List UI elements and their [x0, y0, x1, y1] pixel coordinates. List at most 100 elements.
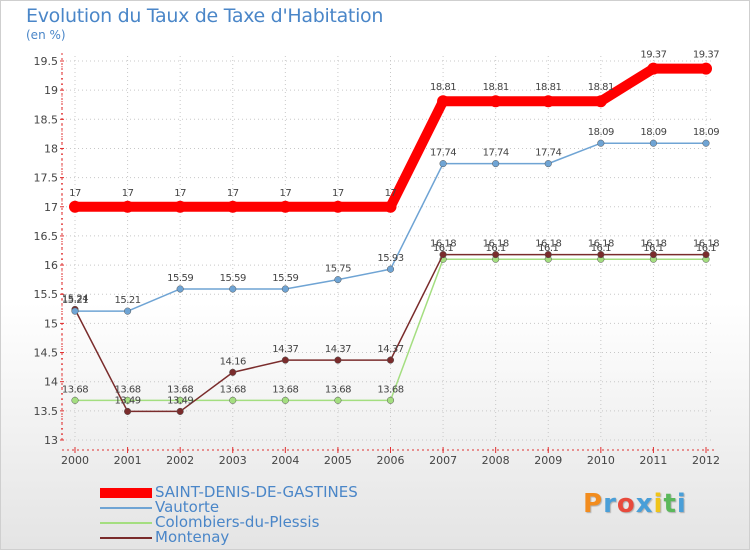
logo-letter: P [583, 489, 604, 519]
data-point [386, 265, 395, 273]
y-tick-label: 14 [44, 376, 58, 389]
data-label: 19.37 [640, 50, 666, 61]
y-tick-label: 19.5 [34, 55, 59, 68]
proxiti-logo: Proxiti [583, 489, 687, 519]
data-point [647, 62, 660, 75]
data-point [386, 356, 395, 364]
data-label: 15.21 [62, 295, 88, 306]
data-label: 17 [122, 188, 134, 199]
data-point [384, 200, 397, 213]
logo-letter: r [603, 489, 617, 519]
data-point [124, 407, 132, 415]
data-label: 16.18 [640, 239, 666, 250]
x-tick-label: 2012 [692, 454, 720, 467]
data-label: 16.18 [588, 239, 614, 250]
data-point [492, 160, 500, 168]
y-tick-label: 13 [44, 434, 58, 447]
data-label: 15.24 [62, 293, 88, 304]
chart-title: Evolution du Taux de Taxe d'Habitation [26, 5, 384, 27]
legend-swatch [100, 522, 152, 524]
data-point [281, 356, 289, 364]
data-label: 16.18 [483, 239, 509, 250]
data-point [69, 200, 81, 213]
data-point [594, 95, 607, 108]
data-label: 17 [279, 188, 291, 199]
data-point [71, 396, 79, 404]
data-point [437, 95, 450, 108]
data-label: 13.68 [220, 384, 246, 395]
data-label: 17 [69, 188, 81, 199]
y-tick-label: 15 [44, 317, 58, 330]
data-label: 13.68 [272, 384, 298, 395]
logo-letter: t [663, 489, 677, 519]
data-point [386, 396, 395, 404]
y-tick-label: 17 [44, 201, 58, 214]
x-tick-label: 2003 [219, 454, 247, 467]
x-tick-label: 2001 [114, 454, 142, 467]
data-point [229, 368, 237, 376]
data-label: 16.18 [693, 239, 719, 250]
data-point [281, 396, 289, 404]
x-tick-label: 2008 [482, 454, 510, 467]
data-label: 17 [332, 188, 344, 199]
data-label: 16.1 [486, 243, 506, 254]
data-label: 13.68 [325, 384, 351, 395]
data-label: 13.68 [167, 384, 193, 395]
data-label: 15.59 [167, 273, 193, 284]
y-tick-label: 16.5 [34, 230, 59, 243]
x-tick-label: 2000 [61, 454, 89, 467]
data-label: 17.74 [483, 148, 509, 159]
y-tick-label: 15.5 [34, 288, 59, 301]
logo-letter: i [653, 489, 664, 519]
data-label: 18.81 [430, 82, 456, 93]
data-label: 14.37 [377, 344, 403, 355]
y-tick-label: 14.5 [34, 347, 59, 360]
data-point [124, 396, 132, 404]
legend-swatch [100, 507, 152, 509]
data-label: 15.93 [377, 253, 403, 264]
data-point [176, 407, 184, 415]
data-label: 17 [385, 188, 397, 199]
x-tick-label: 2004 [271, 454, 299, 467]
x-tick-label: 2010 [587, 454, 615, 467]
legend-swatch [100, 537, 152, 539]
data-label: 15.21 [115, 295, 141, 306]
data-label: 18.09 [588, 127, 614, 138]
data-point [176, 285, 184, 293]
data-point [281, 285, 289, 293]
data-point [439, 251, 447, 259]
data-label: 16.18 [535, 239, 561, 250]
logo-letter: i [676, 489, 687, 519]
data-point [492, 251, 500, 259]
data-point [229, 396, 237, 404]
data-label: 18.09 [693, 127, 719, 138]
data-label: 14.37 [272, 344, 298, 355]
y-tick-label: 13.5 [34, 405, 59, 418]
logo-letter: o [616, 489, 636, 519]
data-label: 17.74 [535, 148, 561, 159]
data-label: 18.81 [535, 82, 561, 93]
data-point [334, 276, 342, 284]
data-label: 18.81 [588, 82, 614, 93]
data-label: 17 [227, 188, 239, 199]
data-point [331, 200, 344, 213]
data-point [176, 396, 184, 404]
data-point [544, 160, 552, 168]
x-tick-label: 2011 [639, 454, 667, 467]
data-label: 13.49 [115, 395, 141, 406]
data-label: 16.1 [696, 243, 716, 254]
legend-label: Colombiers-du-Plessis [155, 513, 320, 531]
data-point [649, 139, 657, 147]
data-label: 16.1 [538, 243, 558, 254]
data-point [542, 95, 555, 108]
y-tick-label: 18.5 [34, 113, 59, 126]
data-point [702, 139, 710, 147]
data-point [124, 307, 132, 315]
data-point [121, 200, 134, 213]
data-label: 16.1 [433, 243, 453, 254]
y-tick-label: 18 [44, 142, 58, 155]
x-tick-label: 2007 [429, 454, 457, 467]
y-tick-label: 19 [44, 84, 58, 97]
data-label: 18.09 [640, 127, 666, 138]
data-point [334, 396, 342, 404]
